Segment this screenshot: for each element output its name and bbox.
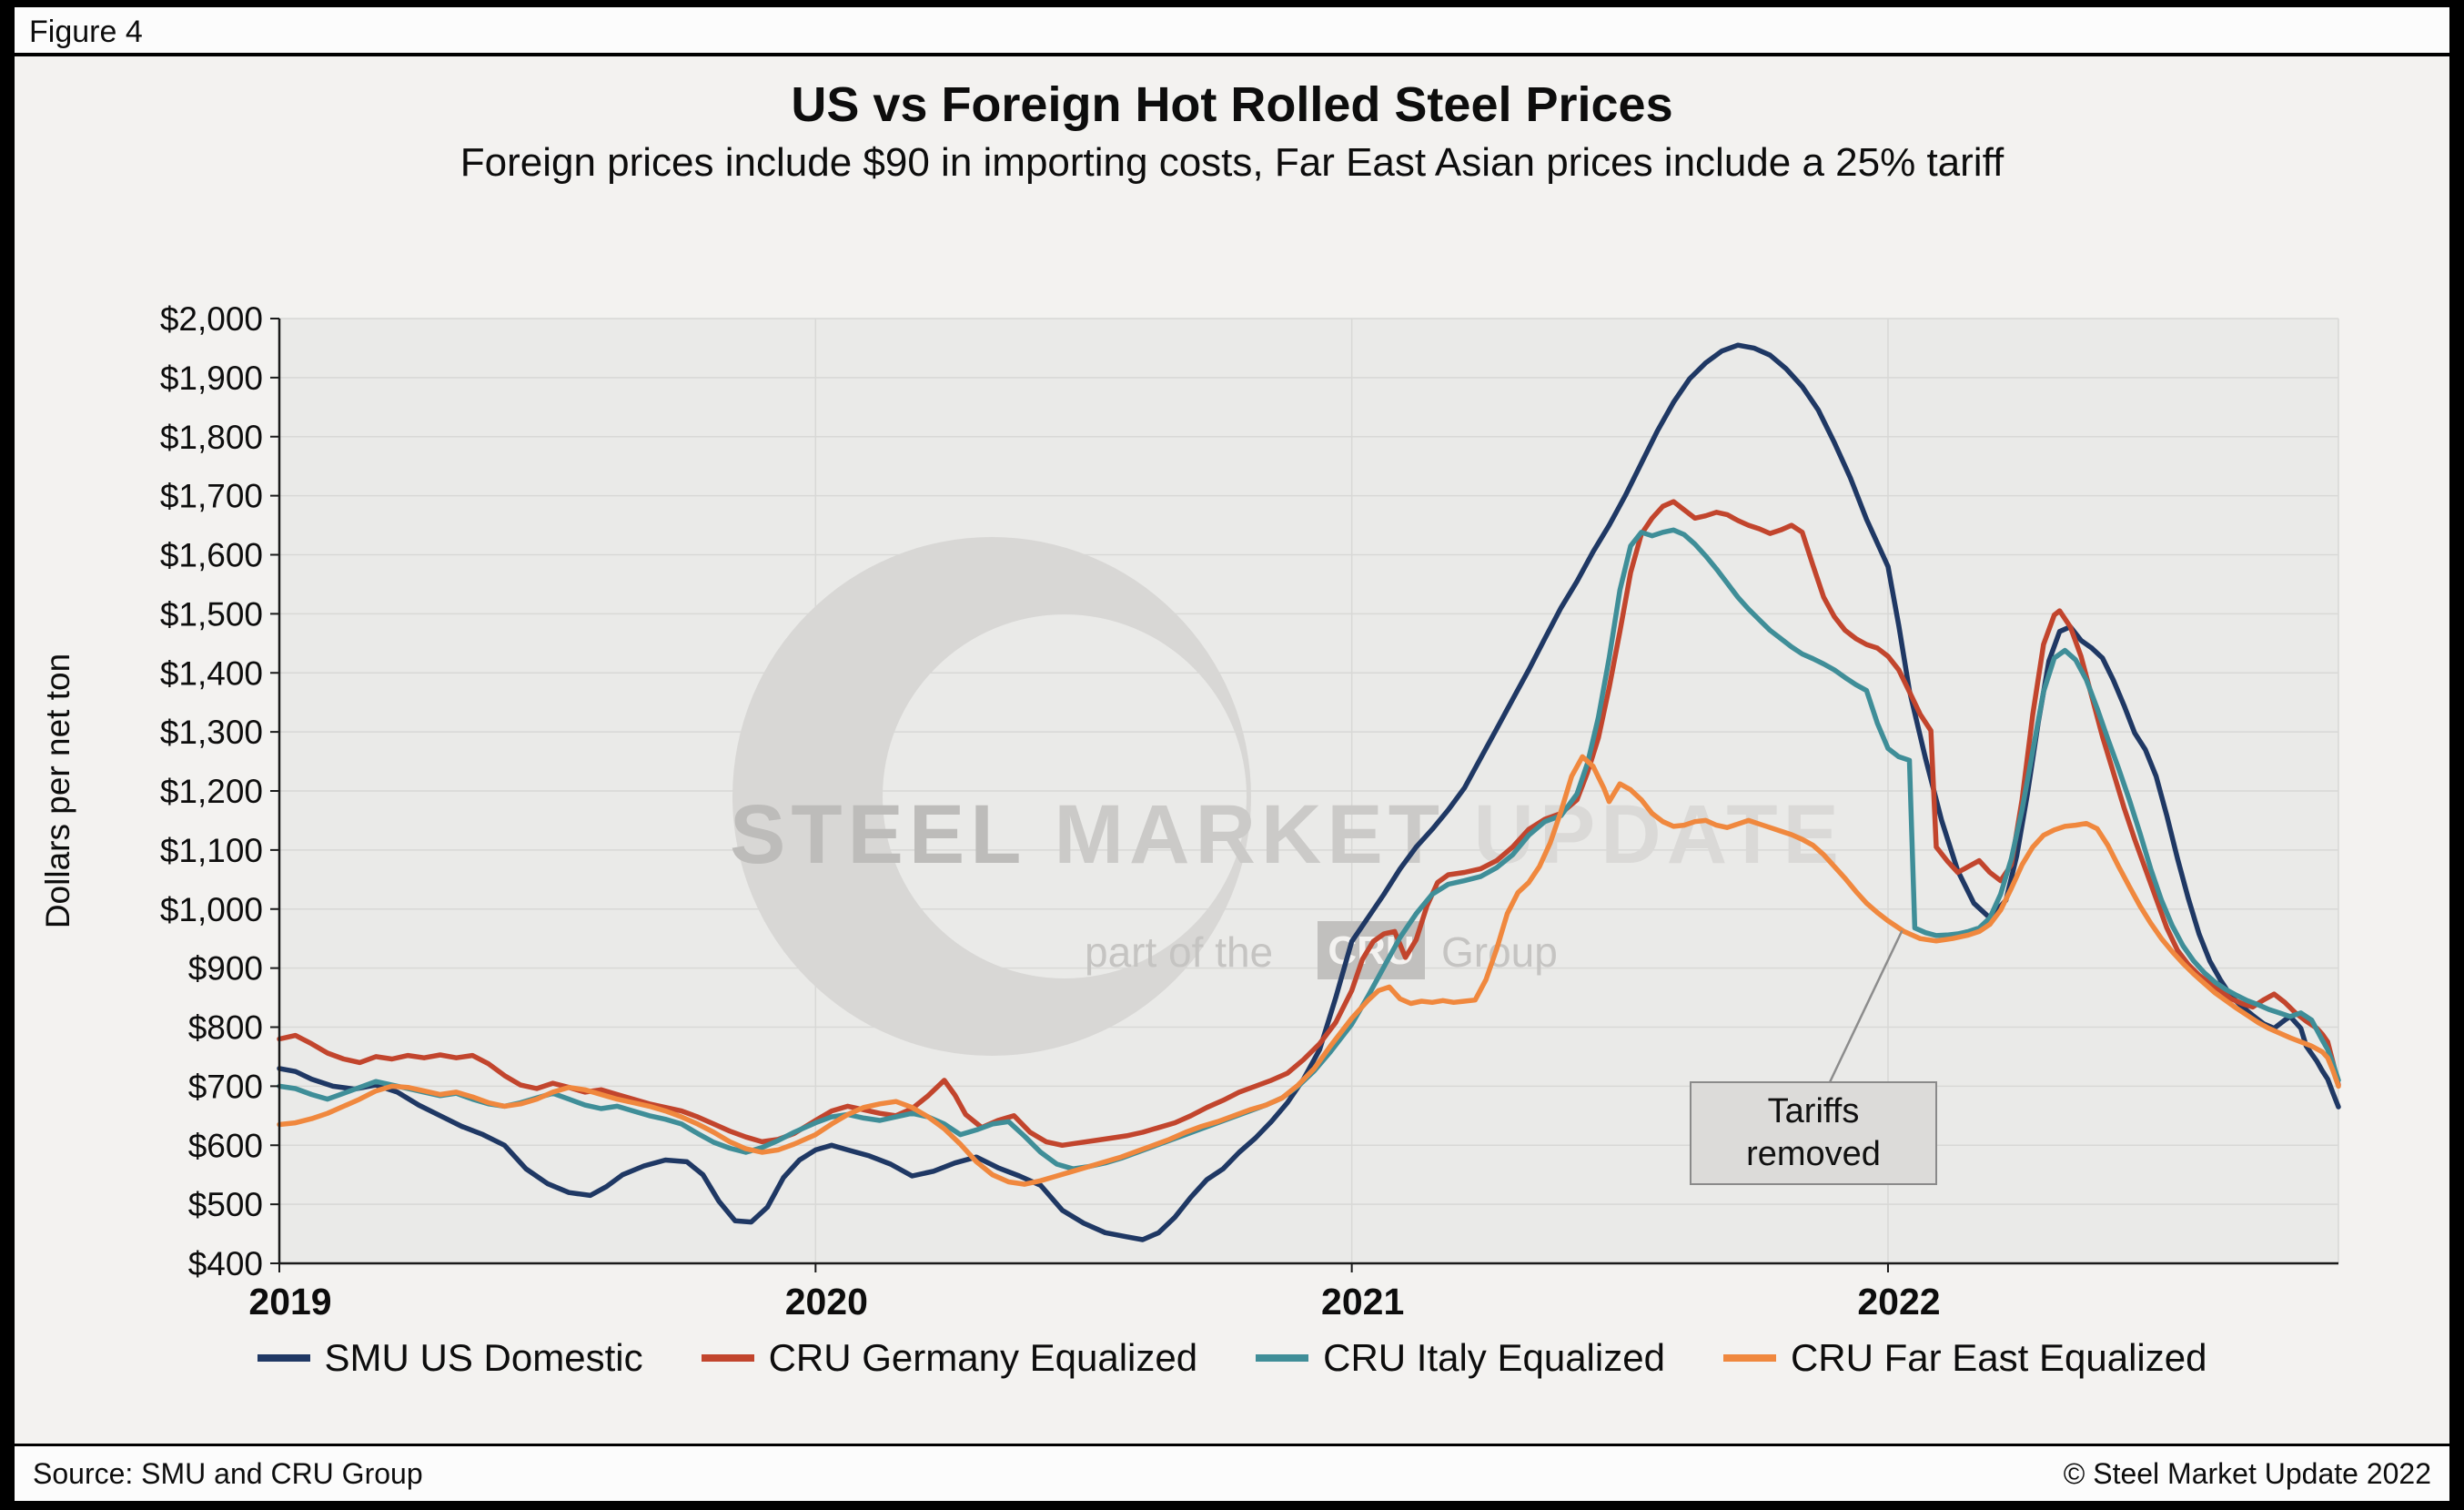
series-cru-italy-equalized	[277, 527, 2341, 1171]
y-tick-label: $1,500	[160, 595, 263, 633]
y-tick-label: $1,600	[160, 537, 263, 574]
y-tick-label: $1,100	[160, 832, 263, 869]
y-tick-label: $1,400	[160, 654, 263, 692]
annotation-tariffs-removed: Tariffs removed	[1690, 1081, 1937, 1185]
legend-item-cru-italy-equalized: CRU Italy Equalized	[1256, 1336, 1665, 1380]
series-smu-us-domestic	[277, 342, 2341, 1242]
x-tick-label: 2019	[248, 1281, 331, 1323]
legend: SMU US Domestic CRU Germany Equalized CRU …	[15, 1336, 2449, 1380]
y-tick-label: $900	[188, 950, 263, 988]
legend-label: CRU Germany Equalized	[768, 1336, 1198, 1379]
legend-item-cru-far-east-equalized: CRU Far East Equalized	[1722, 1336, 2207, 1380]
annotation-text-line1: Tariffs	[1767, 1091, 1860, 1130]
legend-swatch-cru-germany-equalized	[701, 1354, 754, 1362]
legend-swatch-cru-far-east-equalized	[1722, 1354, 1776, 1362]
y-tick-label: $1,900	[160, 360, 263, 397]
x-tick-label: 2020	[785, 1281, 868, 1323]
x-tick-label: 2021	[1321, 1281, 1404, 1323]
series-cru-germany-equalized	[277, 499, 2341, 1149]
annotation-leader-line	[1828, 929, 1904, 1083]
watermark-crescent-logo	[732, 537, 1251, 1056]
legend-label: CRU Far East Equalized	[1790, 1336, 2207, 1379]
legend-label: SMU US Domestic	[324, 1336, 643, 1379]
chart-title: US vs Foreign Hot Rolled Steel Prices	[791, 77, 1673, 132]
legend-swatch-cru-italy-equalized	[1256, 1354, 1309, 1362]
y-tick-label: $600	[188, 1127, 263, 1164]
y-tick-label: $1,800	[160, 419, 263, 456]
figure-footer: Source: SMU and CRU Group © Steel Market…	[15, 1444, 2449, 1501]
watermark-text: STEEL MARKET UPDATE	[730, 788, 1844, 881]
source-note: Source: SMU and CRU Group	[33, 1456, 423, 1490]
y-tick-label: $400	[188, 1245, 263, 1282]
y-tick-label: $1,000	[160, 891, 263, 928]
legend-item-cru-germany-equalized: CRU Germany Equalized	[701, 1336, 1198, 1380]
y-tick-label: $1,200	[160, 773, 263, 810]
figure-label: Figure 4	[29, 15, 143, 49]
annotation-text-line2: removed	[1746, 1135, 1881, 1173]
legend-item-smu-us-domestic: SMU US Domestic	[257, 1336, 643, 1380]
watermark-subtext-left: part of the	[1085, 928, 1273, 976]
chart-subtitle: Foreign prices include $90 in importing …	[459, 140, 2005, 185]
copyright-note: © Steel Market Update 2022	[2063, 1456, 2431, 1490]
legend-swatch-smu-us-domestic	[257, 1354, 310, 1362]
y-tick-label: $2,000	[160, 300, 263, 338]
x-tick-label: 2022	[1857, 1281, 1940, 1323]
figure-header: Figure 4	[15, 7, 2449, 56]
y-axis-title: Dollars per net ton	[39, 653, 76, 929]
y-tick-label: $500	[188, 1186, 263, 1223]
chart-area: STEEL MARKET UPDATE part of the CRU Group $4…	[15, 56, 2449, 1444]
legend-label: CRU Italy Equalized	[1323, 1336, 1665, 1379]
figure-panel: Figure 4 STEEL MARKET UPDATE part of the C…	[15, 7, 2449, 1501]
y-tick-label: $700	[188, 1068, 263, 1105]
y-tick-label: $800	[188, 1009, 263, 1047]
series-cru-far-east-equalized	[277, 754, 2341, 1187]
y-tick-label: $1,700	[160, 478, 263, 515]
y-tick-label: $1,300	[160, 714, 263, 751]
